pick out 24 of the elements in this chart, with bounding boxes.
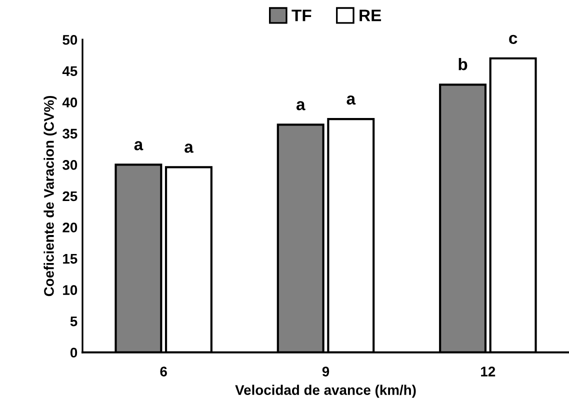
x-axis-title: Velocidad de avance (km/h) bbox=[235, 384, 416, 398]
y-tick-label: 30 bbox=[62, 160, 78, 170]
y-tick-label: 25 bbox=[62, 191, 78, 202]
y-tick-label: 20 bbox=[62, 222, 78, 232]
y-tick-label: 45 bbox=[62, 66, 78, 76]
x-tick-label: 12 bbox=[481, 366, 496, 376]
y-axis-title: Coeficiente de Varacion (CV%) bbox=[44, 96, 57, 296]
data-label: a bbox=[184, 144, 194, 153]
data-label: c bbox=[509, 34, 518, 44]
legend-label: RE bbox=[360, 10, 382, 22]
y-tick-label: 15 bbox=[63, 254, 78, 264]
data-label: b bbox=[458, 58, 468, 70]
x-tick-label: 6 bbox=[160, 366, 167, 376]
y-tick-label: 0 bbox=[70, 348, 78, 358]
y-tick-label: 10 bbox=[63, 285, 78, 295]
data-label: a bbox=[346, 96, 356, 105]
y-tick-label: 40 bbox=[62, 98, 78, 108]
x-tick-label: 9 bbox=[322, 366, 330, 376]
data-label: a bbox=[296, 101, 306, 110]
y-tick-label: 35 bbox=[62, 128, 78, 139]
y-tick-label: 50 bbox=[62, 34, 78, 45]
data-label: a bbox=[134, 141, 144, 150]
legend-label: TF bbox=[292, 10, 312, 22]
y-tick-label: 5 bbox=[70, 316, 78, 326]
